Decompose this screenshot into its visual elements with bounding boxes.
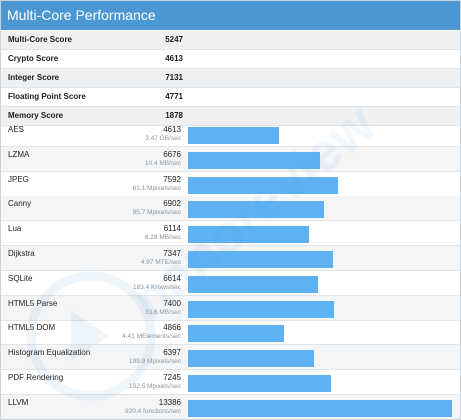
benchmark-row: PDF Rendering 7245 192.5 Mpixels/sec: [1, 370, 460, 395]
benchmark-score: 13386: [158, 397, 181, 407]
benchmark-name: PDF Rendering: [8, 373, 64, 382]
benchmark-name: SQLite: [8, 273, 33, 283]
summary-value: 4771: [165, 92, 183, 101]
benchmark-bar: [188, 251, 333, 268]
benchmark-name: AES: [8, 125, 25, 134]
benchmark-detail: 95.7 Mpixels/sec: [132, 209, 181, 217]
benchmark-detail: 10.4 MB/sec: [144, 159, 181, 167]
benchmark-score: 4866: [163, 323, 181, 333]
benchmark-score: 6114: [163, 224, 181, 234]
benchmark-detail: 4.41 MElements/sec: [122, 333, 181, 341]
benchmark-score: 6676: [163, 149, 181, 159]
summary-row: Integer Score 7131: [1, 69, 460, 88]
summary-row: Floating Point Score 4771: [1, 88, 460, 107]
benchmark-score: 6614: [163, 273, 181, 283]
summary-row: Multi-Core Score 5247: [1, 31, 460, 50]
benchmark-bar: [188, 226, 309, 244]
summary-label: Memory Score: [8, 111, 64, 120]
benchmark-detail: 183.4 Krows/sec: [132, 283, 181, 291]
benchmark-detail: 6.28 MB/sec: [144, 234, 181, 242]
benchmark-row: Dijkstra 7347 4.97 MTE/sec: [1, 246, 460, 271]
benchmark-row: SQLite 6614 183.4 Krows/sec: [1, 271, 460, 296]
benchmark-detail: 920.4 functions/sec: [124, 407, 181, 415]
benchmark-row: LLVM 13386 920.4 functions/sec: [1, 394, 460, 419]
page-title: Multi-Core Performance: [7, 7, 156, 23]
summary-label: Crypto Score: [8, 54, 59, 63]
benchmark-detail: 61.1 Mpixels/sec: [132, 184, 181, 192]
benchmark-row: Lua 6114 6.28 MB/sec: [1, 221, 460, 247]
benchmark-score: 6397: [163, 348, 181, 358]
benchmark-row: Canny 6902 95.7 Mpixels/sec: [1, 196, 460, 222]
benchmark-bar: [188, 300, 334, 318]
summary-value: 4613: [165, 54, 183, 63]
benchmark-row: JPEG 7592 61.1 Mpixels/sec: [1, 172, 460, 197]
benchmark-bar: [188, 325, 284, 343]
benchmark-detail: 3.47 GB/sec: [145, 135, 181, 142]
benchmark-row: LZMA 6676 10.4 MB/sec: [1, 146, 460, 172]
benchmark-row: HTML5 DOM 4866 4.41 MElements/sec: [1, 320, 460, 346]
benchmark-detail: 192.5 Mpixels/sec: [128, 383, 181, 390]
benchmark-name: Lua: [8, 224, 22, 234]
summary-label: Multi-Core Score: [8, 35, 73, 44]
benchmark-name: Histogram Equalization: [8, 348, 91, 358]
benchmark-detail: 33.6 MB/sec: [144, 308, 181, 316]
benchmark-bar: [188, 201, 324, 219]
benchmark-name: LZMA: [8, 149, 30, 159]
benchmark-name: Canny: [8, 199, 32, 209]
benchmark-bar: [188, 350, 314, 368]
summary-label: Integer Score: [8, 73, 60, 82]
benchmark-bar: [188, 151, 320, 169]
benchmark-score: 7592: [163, 174, 181, 184]
benchmark-name: HTML5 Parse: [8, 298, 58, 308]
benchmark-name: JPEG: [8, 174, 29, 184]
benchmark-row: HTML5 Parse 7400 33.6 MB/sec: [1, 295, 460, 321]
benchmark-score: 7400: [163, 298, 181, 308]
summary-row: Crypto Score 4613: [1, 50, 460, 69]
benchmark-row: Histogram Equalization 6397 199.9 Mpixels/…: [1, 345, 460, 371]
benchmark-name: LLVM: [8, 397, 29, 407]
benchmark-name: HTML5 DOM: [8, 323, 56, 333]
benchmark-bar: [188, 375, 331, 392]
benchmark-score: 6902: [163, 199, 181, 209]
benchmark-bar: [188, 399, 452, 417]
benchmark-name: Dijkstra: [8, 249, 35, 258]
benchmark-bar: [188, 275, 318, 293]
summary-value: 7131: [165, 73, 183, 82]
summary-label: Floating Point Score: [8, 92, 86, 101]
benchmark-score: 7245: [163, 373, 181, 382]
benchmark-score: 7347: [163, 249, 181, 258]
benchmark-bar: [188, 127, 279, 144]
summary-row: Memory Score 1878: [1, 107, 460, 126]
benchmark-detail: 199.9 Mpixels/sec: [128, 358, 181, 366]
summary-value: 1878: [165, 111, 183, 120]
summary-value: 5247: [165, 35, 183, 44]
benchmark-row: AES 4613 3.47 GB/sec: [1, 122, 460, 147]
benchmark-score: 4613: [163, 125, 181, 134]
panel-header: Multi-Core Performance: [1, 1, 460, 30]
benchmark-bar: [188, 176, 338, 194]
benchmark-detail: 4.97 MTE/sec: [140, 259, 181, 266]
